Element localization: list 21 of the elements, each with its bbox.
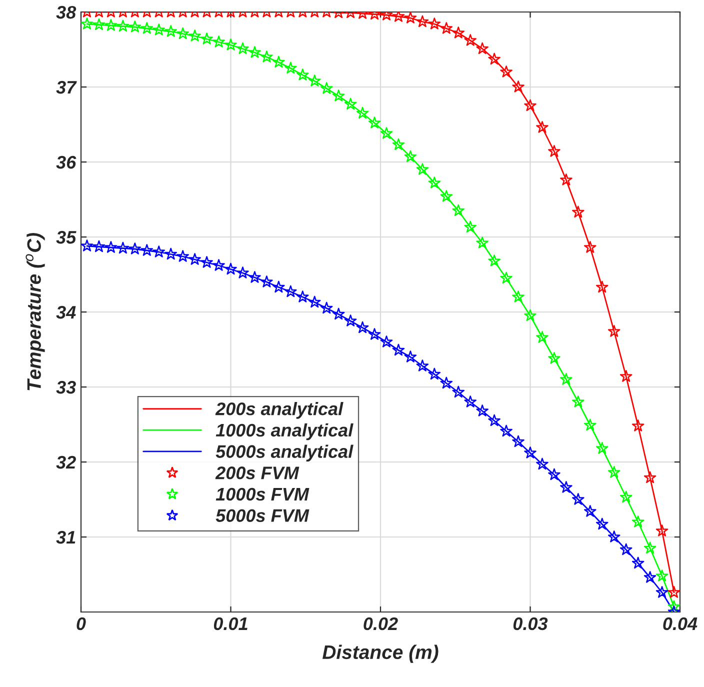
x-tick-label: 0.04 — [663, 617, 698, 630]
y-tick-label: 36 — [56, 156, 76, 169]
x-axis-title: Distance (m) — [322, 644, 438, 663]
y-tick-label: 33 — [56, 380, 76, 394]
legend-label: 200s analytical — [215, 402, 344, 419]
y-tick-label: 32 — [56, 456, 76, 469]
x-tick-label: 0.01 — [214, 617, 248, 630]
y-tick-label: 37 — [56, 80, 77, 94]
legend-label: 200s FVM — [215, 466, 300, 480]
x-tick-label: 0.03 — [513, 617, 548, 630]
legend-label: 1000s FVM — [216, 488, 310, 501]
legend-label: 5000s analytical — [216, 444, 354, 462]
legend-label: 1000s analytical — [216, 423, 354, 440]
x-tick-label: 0 — [76, 617, 86, 630]
y-tick-label: 35 — [56, 230, 76, 244]
x-tick-label: 0.02 — [364, 617, 398, 630]
y-tick-label: 34 — [56, 306, 76, 319]
y-tick-label: 38 — [56, 6, 76, 19]
legend-label: 5000s FVM — [216, 509, 310, 522]
y-axis-title: Temperature ($^{o}$C) — [26, 232, 45, 390]
y-tick-label: 31 — [56, 530, 76, 544]
